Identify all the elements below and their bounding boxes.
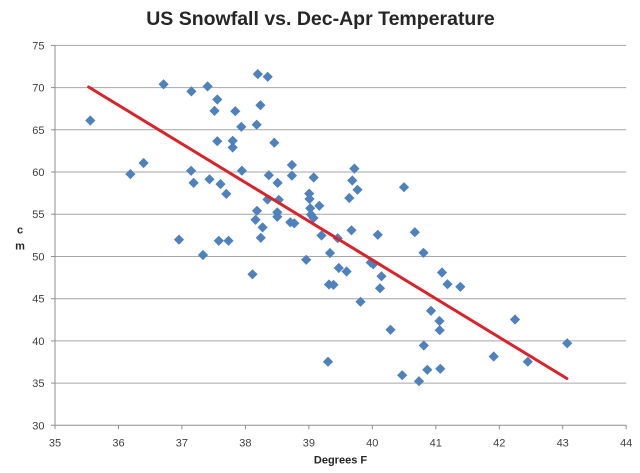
svg-text:41: 41 xyxy=(430,438,442,450)
svg-text:m: m xyxy=(15,240,25,252)
svg-text:35: 35 xyxy=(32,378,44,390)
svg-text:60: 60 xyxy=(32,167,44,179)
svg-text:44: 44 xyxy=(620,438,632,450)
svg-text:36: 36 xyxy=(112,438,124,450)
svg-text:c: c xyxy=(17,225,23,237)
svg-text:Degrees F: Degrees F xyxy=(314,455,367,467)
svg-text:39: 39 xyxy=(303,438,315,450)
svg-text:70: 70 xyxy=(32,83,44,95)
svg-text:US Snowfall vs. Dec-Apr Temper: US Snowfall vs. Dec-Apr Temperature xyxy=(146,8,495,30)
svg-text:65: 65 xyxy=(32,125,44,137)
svg-text:42: 42 xyxy=(493,438,505,450)
svg-text:30: 30 xyxy=(32,420,44,432)
svg-text:50: 50 xyxy=(32,252,44,264)
svg-text:38: 38 xyxy=(239,438,251,450)
svg-text:75: 75 xyxy=(32,40,44,52)
svg-text:37: 37 xyxy=(176,438,188,450)
svg-text:45: 45 xyxy=(32,294,44,306)
svg-text:40: 40 xyxy=(366,438,378,450)
svg-text:43: 43 xyxy=(557,438,569,450)
svg-text:40: 40 xyxy=(32,336,44,348)
svg-text:55: 55 xyxy=(32,209,44,221)
svg-text:35: 35 xyxy=(49,438,61,450)
